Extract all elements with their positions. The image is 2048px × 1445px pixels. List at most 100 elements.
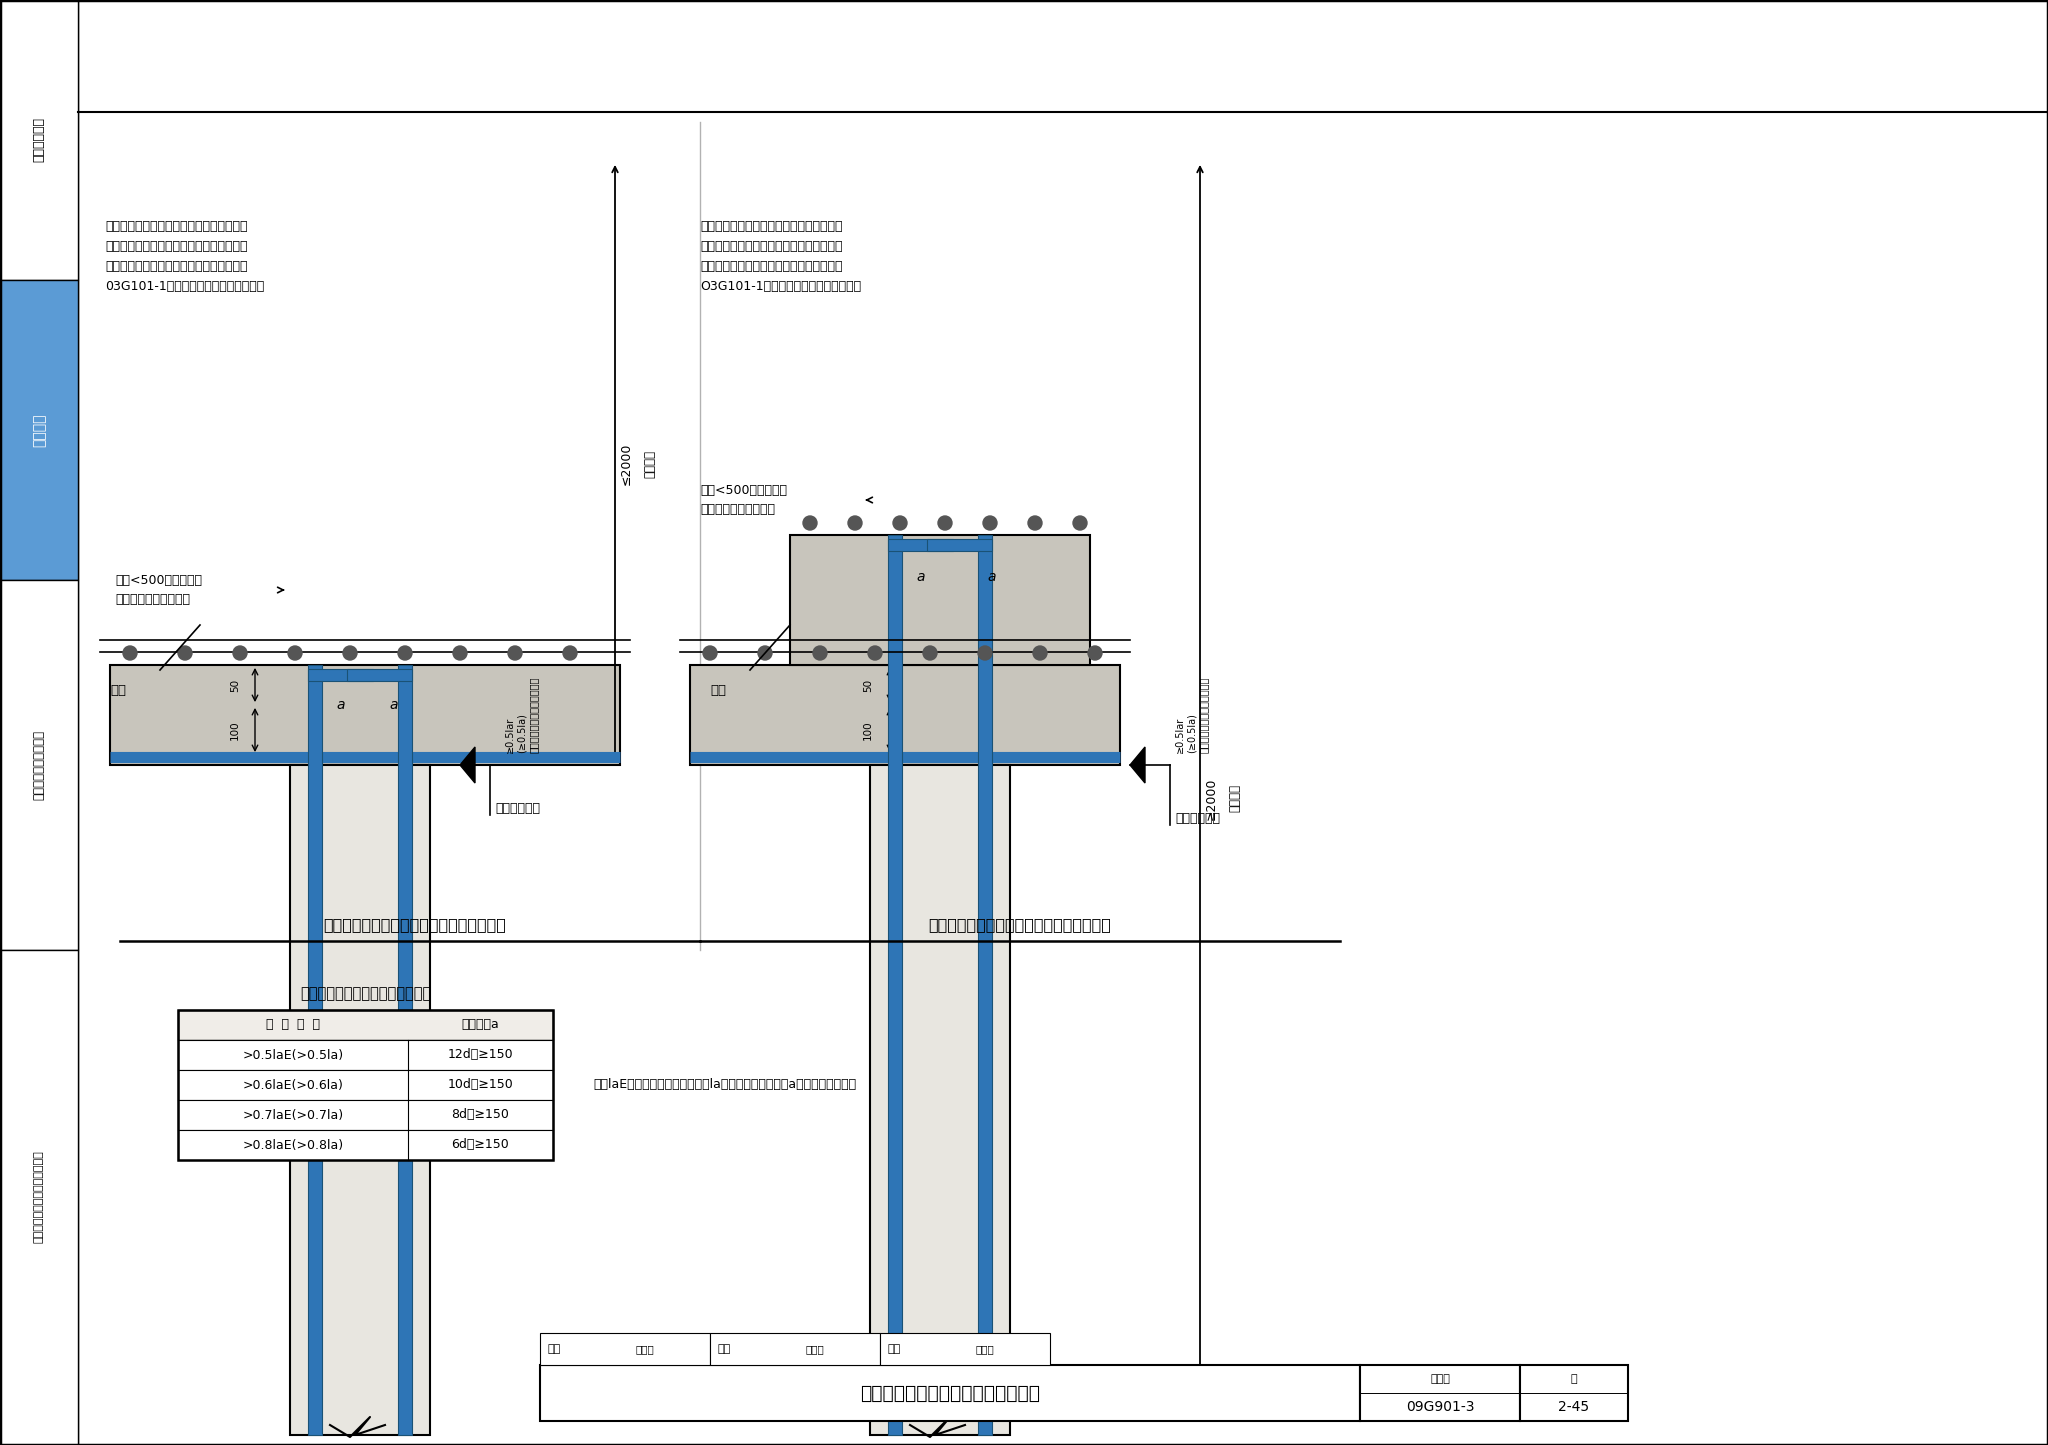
Bar xyxy=(690,665,1120,764)
Bar xyxy=(889,539,952,551)
Circle shape xyxy=(868,646,883,660)
Text: 墙竖向钢筋在基础平板中的排布构造（二）: 墙竖向钢筋在基础平板中的排布构造（二） xyxy=(928,918,1112,932)
Circle shape xyxy=(123,646,137,660)
Bar xyxy=(979,535,991,1435)
Circle shape xyxy=(397,646,412,660)
Text: 独立基础、条形基础、桩基承台: 独立基础、条形基础、桩基承台 xyxy=(35,1150,43,1243)
Bar xyxy=(0,280,78,579)
Circle shape xyxy=(979,646,991,660)
Bar xyxy=(178,1010,553,1160)
Text: >0.6laE(>0.6la): >0.6laE(>0.6la) xyxy=(242,1078,344,1091)
Bar xyxy=(881,1332,1051,1366)
Text: 8d且≥150: 8d且≥150 xyxy=(451,1108,510,1121)
Text: 100: 100 xyxy=(862,720,872,740)
Circle shape xyxy=(758,646,772,660)
Bar xyxy=(541,1332,711,1366)
Bar xyxy=(178,1130,553,1160)
Text: 6d且≥150: 6d且≥150 xyxy=(453,1139,510,1152)
Circle shape xyxy=(924,646,938,660)
Text: 间距<500，且不小于
两道水平分布筋与拉筋: 间距<500，且不小于 两道水平分布筋与拉筋 xyxy=(700,484,786,516)
Text: 图集号: 图集号 xyxy=(1430,1374,1450,1384)
Bar xyxy=(0,579,78,949)
Text: a: a xyxy=(915,569,926,584)
Text: 100: 100 xyxy=(229,720,240,740)
Bar xyxy=(178,1010,553,1040)
Text: ≥0.5lar
(≥0.5la)
锚至基础底部，支在基础梁内: ≥0.5lar (≥0.5la) 锚至基础底部，支在基础梁内 xyxy=(1176,676,1208,753)
Text: 09G901-3: 09G901-3 xyxy=(1405,1400,1475,1415)
Bar xyxy=(1360,1366,1520,1420)
Text: 柱插筋锚固长度与弯钩长度对照表: 柱插筋锚固长度与弯钩长度对照表 xyxy=(299,987,432,1001)
Polygon shape xyxy=(1130,747,1145,783)
Text: 12d且≥150: 12d且≥150 xyxy=(449,1049,514,1062)
Text: 10d且≥150: 10d且≥150 xyxy=(449,1078,514,1091)
Text: >0.5laE(>0.5la): >0.5laE(>0.5la) xyxy=(242,1049,344,1062)
Circle shape xyxy=(983,516,997,530)
Circle shape xyxy=(508,646,522,660)
Text: ≥2000: ≥2000 xyxy=(1204,777,1219,819)
Text: 筏形基础: 筏形基础 xyxy=(33,413,45,447)
Text: 筏形基础和地下室结构: 筏形基础和地下室结构 xyxy=(33,730,45,801)
Text: a: a xyxy=(336,698,344,712)
Text: a: a xyxy=(389,698,397,712)
Text: 页: 页 xyxy=(1571,1374,1577,1384)
Text: >0.8laE(>0.8la): >0.8laE(>0.8la) xyxy=(242,1139,344,1152)
Text: 一般构造做法: 一般构造做法 xyxy=(33,117,45,162)
Text: 抗震墙及非抗震墙在基础底板顶面以上的竖
向筋、水平筋连接构造及拉筋的设置要求，
当设计未注明时，按现行国家建筑标准设计
O3G101-1中关于底层剪力墙的相关规: 抗震墙及非抗震墙在基础底板顶面以上的竖 向筋、水平筋连接构造及拉筋的设置要求， … xyxy=(700,220,860,293)
Bar xyxy=(928,539,991,551)
Text: 垫层: 垫层 xyxy=(111,683,127,696)
Circle shape xyxy=(289,646,301,660)
Circle shape xyxy=(803,516,817,530)
Circle shape xyxy=(233,646,248,660)
Bar xyxy=(178,1100,553,1130)
Text: 墙竖向钢筋在基础平板中的排布构造: 墙竖向钢筋在基础平板中的排布构造 xyxy=(860,1383,1040,1403)
Bar xyxy=(0,0,78,280)
Circle shape xyxy=(1073,516,1087,530)
Bar xyxy=(397,665,412,1435)
Text: 黄志刚: 黄志刚 xyxy=(635,1344,653,1354)
Text: 2-45: 2-45 xyxy=(1559,1400,1589,1415)
Text: ≥0.5lar
(≥0.5la)
锚至基础底部，支在基础梁内: ≥0.5lar (≥0.5la) 锚至基础底部，支在基础梁内 xyxy=(506,676,539,753)
Text: 垫层: 垫层 xyxy=(711,683,725,696)
Text: a: a xyxy=(987,569,995,584)
Text: 基础板厚: 基础板厚 xyxy=(643,449,655,477)
Bar xyxy=(307,669,373,681)
Text: 50: 50 xyxy=(862,679,872,692)
Circle shape xyxy=(893,516,907,530)
Text: 弯钩长度a: 弯钩长度a xyxy=(461,1019,500,1032)
Bar xyxy=(307,665,322,1435)
Bar xyxy=(711,1332,881,1366)
Circle shape xyxy=(1032,646,1047,660)
Text: 间距<500，且不小于
两道水平分布筋与拉筋: 间距<500，且不小于 两道水平分布筋与拉筋 xyxy=(115,574,203,605)
Bar xyxy=(346,669,412,681)
Polygon shape xyxy=(461,747,475,783)
Bar xyxy=(541,1366,1360,1420)
Text: 审核: 审核 xyxy=(549,1344,561,1354)
Text: 基础板厚: 基础板厚 xyxy=(1229,785,1241,812)
Bar xyxy=(178,1040,553,1069)
Circle shape xyxy=(563,646,578,660)
Text: >0.7laE(>0.7la): >0.7laE(>0.7la) xyxy=(242,1108,344,1121)
Text: 校对: 校对 xyxy=(719,1344,731,1354)
Text: 张工文: 张工文 xyxy=(805,1344,823,1354)
Bar xyxy=(870,764,1010,1435)
Text: 基础筏板顶面: 基础筏板顶面 xyxy=(496,802,541,815)
Circle shape xyxy=(702,646,717,660)
Text: 设计: 设计 xyxy=(889,1344,901,1354)
Bar xyxy=(178,1069,553,1100)
Text: 王怀元: 王怀元 xyxy=(975,1344,993,1354)
Bar xyxy=(291,764,430,1435)
Circle shape xyxy=(342,646,356,660)
Bar xyxy=(0,949,78,1445)
Circle shape xyxy=(178,646,193,660)
Bar xyxy=(1520,1366,1628,1420)
Text: 50: 50 xyxy=(229,679,240,692)
Circle shape xyxy=(1087,646,1102,660)
Text: ≤2000: ≤2000 xyxy=(621,442,633,484)
Text: 竖  直  长  度: 竖 直 长 度 xyxy=(266,1019,319,1032)
Circle shape xyxy=(453,646,467,660)
Bar xyxy=(791,535,1090,665)
Bar xyxy=(889,535,901,1435)
Circle shape xyxy=(938,516,952,530)
Circle shape xyxy=(1028,516,1042,530)
Text: 抗震墙及非抗震墙在基础底板顶面以上的竖
向筋、水平筋连接构造及拉筋的设置要求，
当设计未注明时，按现行国家建筑标准设计
03G101-1中关于底层剪力墙的相关规: 抗震墙及非抗震墙在基础底板顶面以上的竖 向筋、水平筋连接构造及拉筋的设置要求， … xyxy=(104,220,264,293)
